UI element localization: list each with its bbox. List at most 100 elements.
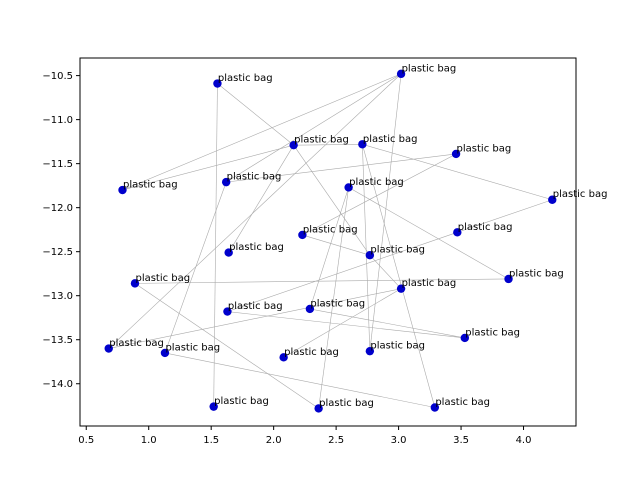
x-tick-label: 2.5 — [328, 435, 344, 446]
x-tick-label: 3.0 — [391, 435, 407, 446]
y-tick-label: −12.5 — [42, 247, 73, 258]
connection-line — [283, 288, 402, 358]
data-point — [130, 279, 140, 288]
data-point — [453, 228, 462, 237]
point-label: plastic bag — [435, 397, 490, 408]
connection-line — [302, 234, 370, 256]
data-point — [451, 149, 461, 159]
x-tick-label: 2.0 — [266, 435, 282, 446]
connection-line — [134, 283, 319, 409]
data-point — [118, 185, 127, 195]
y-axis: −10.5 −11.0 −11.5 −12.0 −12.5 −13.0 −13.5 −14.0 — [42, 71, 80, 390]
point-label: plastic bag — [457, 143, 512, 154]
connection-line — [227, 311, 465, 339]
point-label: plastic bag — [553, 189, 608, 200]
data-point — [314, 404, 323, 413]
connection-line — [369, 255, 402, 289]
data-points — [104, 69, 557, 413]
data-point — [365, 251, 375, 260]
point-label: plastic bag — [284, 347, 339, 358]
data-point — [430, 403, 440, 412]
connection-line — [108, 288, 402, 349]
connection-line — [122, 144, 294, 191]
point-label: plastic bag — [402, 63, 457, 74]
y-tick-label: −13.0 — [42, 291, 73, 302]
point-labels: plastic bag plastic bag plastic bag plastic… — [109, 63, 607, 409]
connection-lines — [108, 73, 553, 409]
x-tick-label: 1.5 — [203, 435, 219, 446]
x-axis: 0.5 1.0 1.5 2.0 2.5 3.0 3.5 4.0 — [78, 426, 531, 446]
connection-line — [457, 199, 553, 233]
connection-line — [348, 187, 509, 280]
data-point — [279, 353, 288, 362]
connection-line — [217, 83, 294, 146]
data-point — [160, 348, 170, 358]
connection-line — [362, 143, 553, 201]
point-label: plastic bag — [214, 396, 269, 407]
connection-line — [108, 73, 402, 349]
data-point — [344, 183, 353, 192]
y-tick-label: −10.5 — [42, 71, 73, 82]
point-label: plastic bag — [458, 222, 513, 233]
point-label: plastic bag — [319, 398, 374, 409]
point-label: plastic bag — [135, 273, 190, 284]
connection-line — [362, 144, 371, 352]
point-label: plastic bag — [165, 342, 220, 353]
data-point — [223, 307, 232, 316]
data-point — [221, 177, 231, 187]
axes-frame — [79, 57, 577, 427]
connection-line — [318, 187, 349, 409]
connection-line — [122, 73, 402, 191]
data-point — [396, 284, 406, 293]
connection-line — [226, 73, 402, 183]
point-label: plastic bag — [228, 301, 283, 312]
connection-line — [293, 143, 363, 146]
data-point — [396, 69, 406, 79]
connection-line — [164, 352, 435, 408]
y-tick-label: −11.5 — [42, 159, 73, 170]
point-label: plastic bag — [294, 135, 349, 146]
connection-line — [134, 278, 509, 284]
point-label: plastic bag — [363, 134, 418, 145]
data-point — [365, 346, 375, 356]
x-tick-label: 0.5 — [78, 435, 94, 446]
point-label: plastic bag — [370, 245, 425, 256]
point-label: plastic bag — [229, 242, 284, 253]
data-point — [358, 140, 367, 149]
point-label: plastic bag — [303, 224, 358, 235]
data-point — [289, 140, 298, 150]
point-label: plastic bag — [109, 338, 164, 349]
connection-line — [227, 232, 458, 312]
data-point — [213, 79, 222, 88]
connection-line — [369, 73, 402, 352]
point-label: plastic bag — [465, 327, 520, 338]
y-tick-label: −14.0 — [42, 379, 73, 390]
connection-line — [226, 153, 457, 183]
point-label: plastic bag — [123, 180, 178, 191]
connection-line — [302, 153, 457, 236]
point-label: plastic bag — [218, 73, 273, 84]
y-tick-label: −13.5 — [42, 335, 73, 346]
data-point — [305, 304, 315, 314]
connection-line — [362, 144, 436, 408]
connection-line — [309, 308, 465, 339]
data-point — [298, 230, 307, 240]
x-tick-label: 4.0 — [516, 435, 532, 446]
connection-line — [164, 182, 227, 354]
point-label: plastic bag — [349, 177, 404, 188]
data-point — [104, 344, 113, 353]
point-label: plastic bag — [370, 341, 425, 352]
connection-line — [228, 145, 294, 253]
data-point — [224, 248, 233, 257]
point-label: plastic bag — [310, 298, 365, 309]
data-point — [548, 195, 557, 204]
y-tick-label: −11.0 — [42, 115, 73, 126]
point-label: plastic bag — [227, 172, 282, 183]
point-label: plastic bag — [509, 268, 564, 279]
x-tick-label: 3.5 — [453, 435, 469, 446]
point-label: plastic bag — [402, 278, 457, 289]
data-point — [209, 402, 218, 411]
connection-line — [293, 144, 371, 256]
connection-line — [213, 83, 218, 407]
connection-line — [309, 187, 349, 310]
